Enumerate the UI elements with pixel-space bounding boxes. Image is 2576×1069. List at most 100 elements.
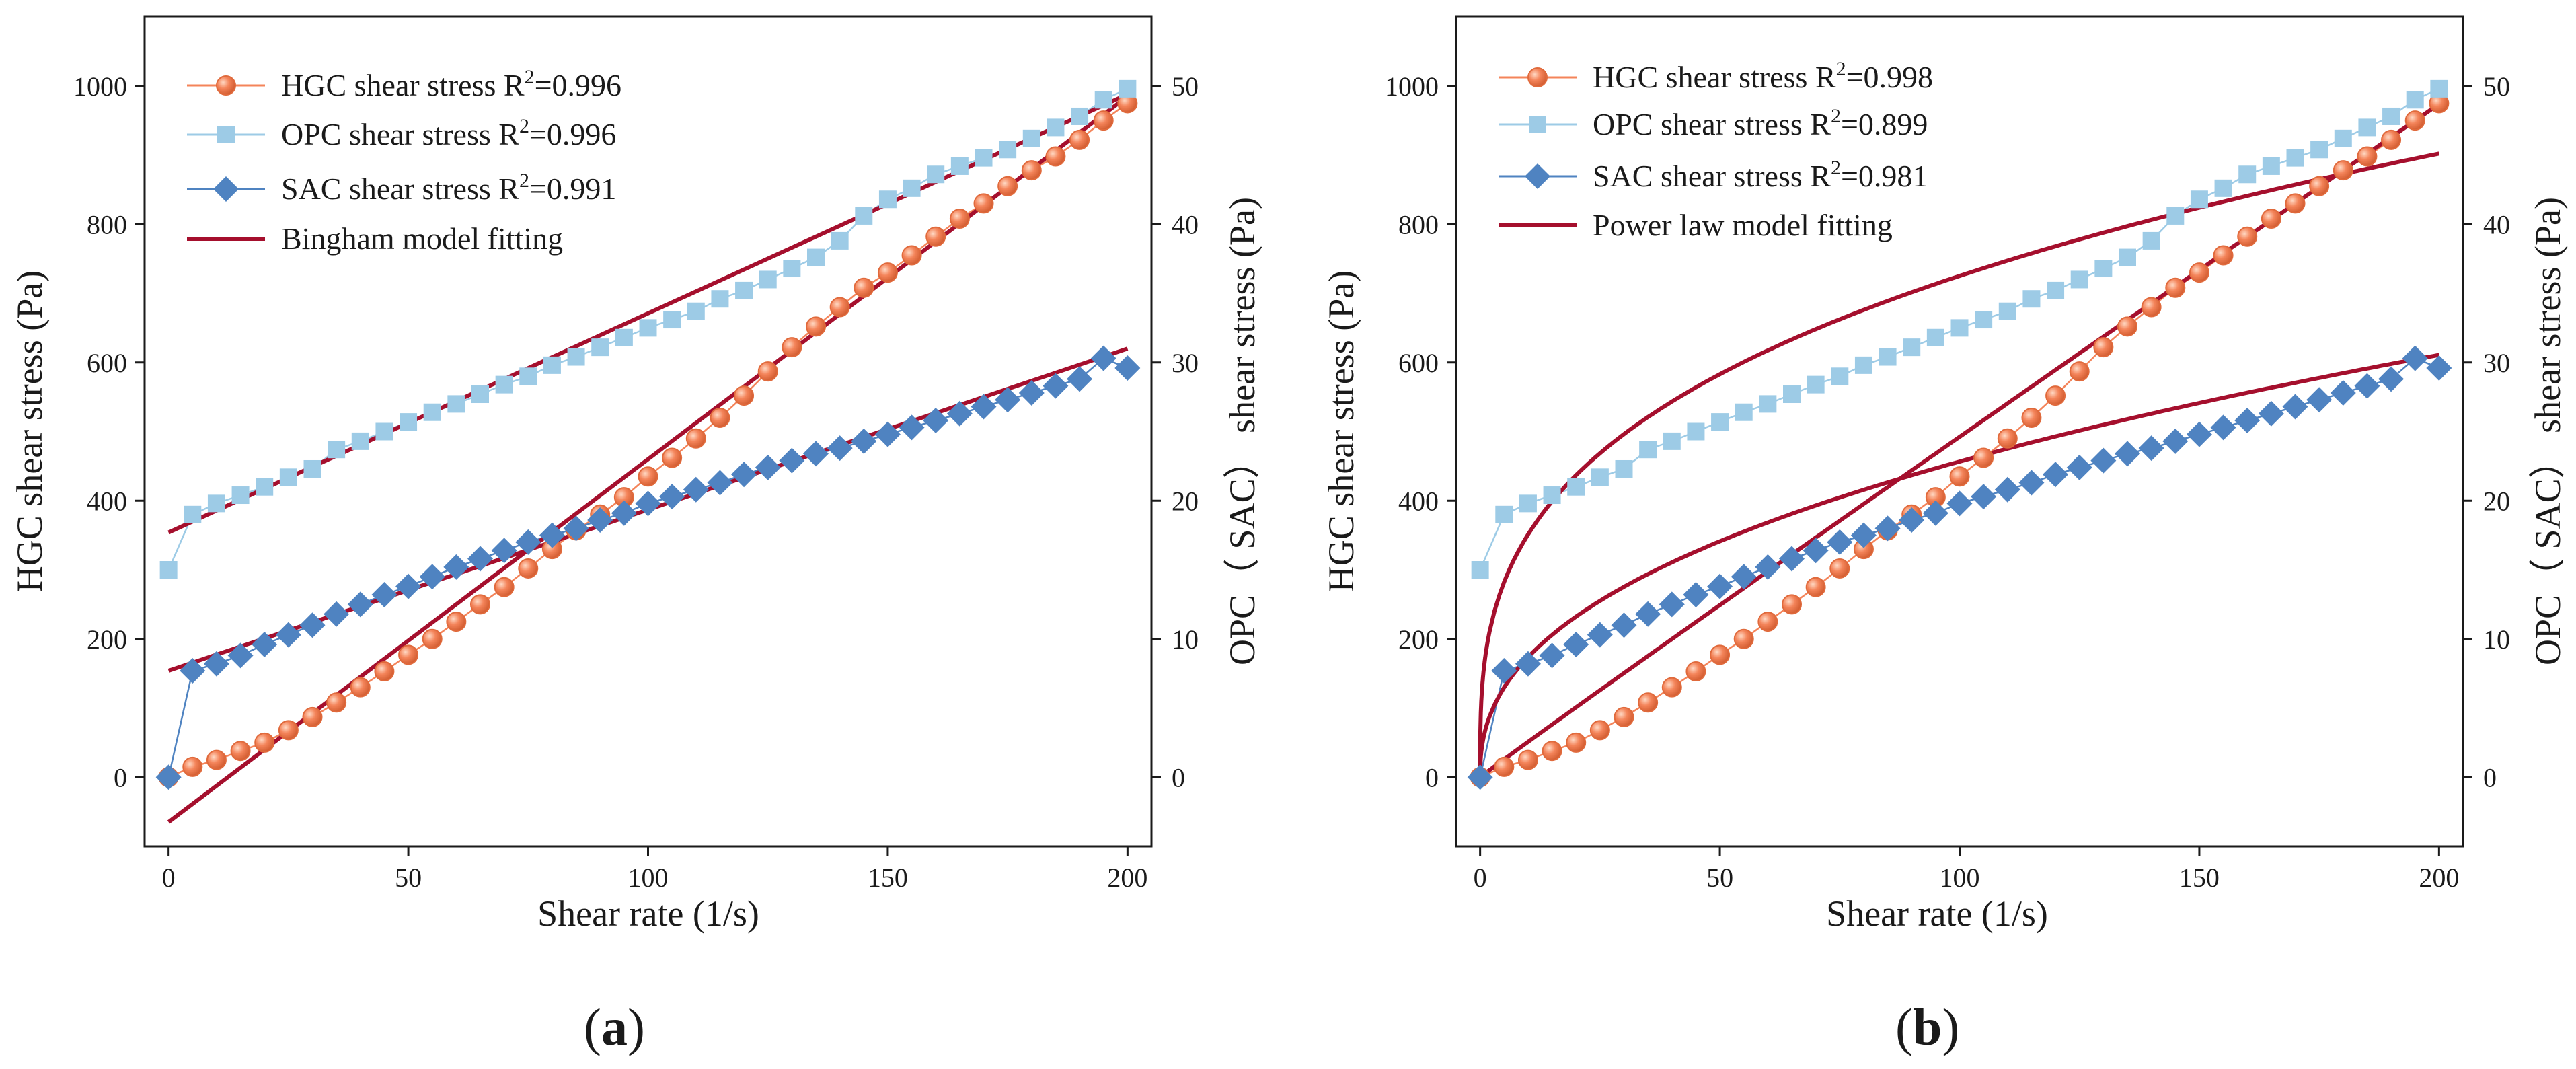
sac-point: [1563, 631, 1589, 657]
panel-b-legend-hgc: HGC shear stress R2=0.998: [1499, 58, 1933, 94]
legend-sup: 2: [519, 115, 529, 137]
opc-point: [2358, 118, 2376, 137]
sac-point: [899, 414, 925, 441]
svg-text:OPC shear stress R2=0.899: OPC shear stress R2=0.899: [1593, 105, 1928, 141]
sac-point: [2066, 454, 2092, 480]
opc-point: [1071, 107, 1089, 125]
x-tick-label: 100: [1940, 862, 1980, 893]
hgc-point: [398, 644, 419, 665]
hgc-point: [877, 262, 898, 283]
y-left-tick-label: 1000: [73, 71, 127, 102]
svg-text:HGC shear stress R2=0.998: HGC shear stress R2=0.998: [1593, 58, 1933, 94]
panel-a-letter: a: [601, 998, 628, 1056]
hgc-point: [782, 337, 802, 358]
sac-point: [443, 554, 469, 580]
opc-point: [2382, 107, 2400, 125]
sac-point: [611, 500, 637, 526]
legend-sup: 2: [525, 66, 535, 88]
hgc-point: [806, 316, 826, 337]
sac-point: [923, 408, 949, 434]
sac-fit-curve: [1478, 353, 2439, 778]
opc-point: [855, 207, 873, 225]
y-left-tick-label: 800: [1398, 209, 1439, 239]
sac-point: [252, 631, 278, 657]
hgc-point: [2093, 337, 2114, 358]
sac-point: [851, 428, 877, 454]
hgc-point: [2261, 209, 2281, 229]
hgc-point: [925, 226, 946, 247]
sac-point: [2186, 421, 2212, 447]
sac-point: [1090, 345, 1116, 371]
legend-r2: =0.998: [1846, 60, 1933, 94]
hgc-point: [374, 661, 395, 682]
sac-point: [1587, 622, 1613, 648]
legend-r2: =0.981: [1841, 159, 1928, 193]
hgc-point: [1566, 732, 1587, 753]
legend-text: SAC shear stress R: [1593, 159, 1831, 193]
hgc-point: [2357, 146, 2378, 167]
sac-point: [683, 476, 709, 503]
sac-point: [155, 764, 182, 790]
legend-text: OPC shear stress R: [281, 117, 519, 151]
legend-r2: =0.996: [535, 68, 621, 102]
opc-point: [1711, 413, 1729, 431]
y-left-tick-label: 600: [87, 348, 127, 378]
opc-point: [663, 311, 681, 329]
opc-point: [735, 281, 753, 299]
opc-point: [2430, 79, 2448, 98]
svg-text:HGC shear stress R2=0.996: HGC shear stress R2=0.996: [281, 66, 621, 102]
hgc-point: [1045, 146, 1066, 167]
hgc-point: [1757, 612, 1778, 632]
opc-point: [1543, 486, 1561, 505]
hgc-point: [685, 428, 706, 449]
opc-point: [2406, 91, 2424, 109]
hgc-point: [854, 277, 874, 298]
hgc-point: [302, 706, 323, 727]
x-tick-label: 0: [1474, 862, 1487, 893]
hgc-point: [446, 612, 467, 632]
hgc-point: [2165, 277, 2186, 298]
panel-a-label: (a): [584, 998, 645, 1056]
opc-point: [1639, 441, 1657, 459]
opc-fit-curve: [1478, 151, 2440, 778]
hgc-point: [1021, 160, 1042, 181]
sac-point: [203, 651, 229, 677]
opc-point: [279, 468, 297, 486]
sac-point: [2402, 345, 2428, 371]
sac-point: [2330, 379, 2356, 406]
hgc-point: [494, 577, 515, 597]
y-left-tick-label: 1000: [1385, 71, 1439, 102]
sac-point: [1971, 484, 1997, 510]
hgc-point: [1069, 129, 1090, 150]
sac-point: [1850, 522, 1877, 548]
svg-text:OPC shear stress R2=0.996: OPC shear stress R2=0.996: [281, 115, 616, 151]
opc-point: [1854, 356, 1872, 374]
opc-point: [351, 432, 369, 450]
legend-text: HGC shear stress R: [281, 68, 525, 102]
x-tick-label: 150: [868, 862, 908, 893]
y-left-tick-label: 200: [87, 624, 127, 655]
y-right-tick-label: 20: [2483, 486, 2510, 516]
sac-point: [827, 435, 853, 462]
opc-point: [2286, 149, 2304, 167]
panel-b-legend: HGC shear stress R2=0.998 OPC shear stre…: [1499, 58, 1933, 242]
hgc-point: [2045, 385, 2066, 406]
hgc-point: [901, 245, 922, 266]
y-left-tick-label: 800: [87, 209, 127, 239]
hgc-point: [230, 741, 251, 762]
opc-point: [639, 319, 657, 337]
sac-point: [1994, 476, 2020, 503]
legend-text: HGC shear stress R: [1593, 60, 1836, 94]
hgc-point: [2021, 407, 2042, 428]
sac-point: [803, 441, 829, 467]
x-tick-label: 0: [162, 862, 176, 893]
opc-point: [519, 367, 537, 385]
hgc-point: [350, 677, 371, 698]
hgc-point: [182, 756, 203, 777]
svg-text:SAC shear stress R2=0.991: SAC shear stress R2=0.991: [281, 170, 616, 206]
opc-point: [878, 190, 897, 209]
sac-point: [275, 622, 301, 648]
y-right-tick-label: 20: [1172, 486, 1199, 516]
x-tick-label: 50: [1706, 862, 1733, 893]
opc-point: [807, 248, 825, 266]
